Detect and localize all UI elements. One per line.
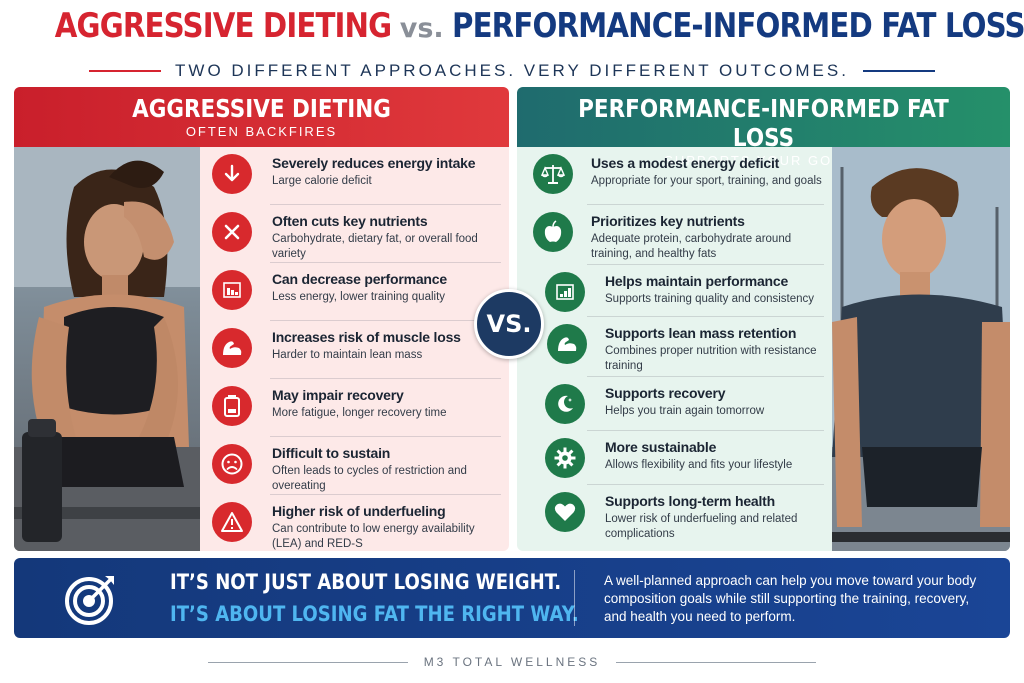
flexed-arm-icon xyxy=(547,324,587,364)
list-item: Increases risk of muscle loss Harder to … xyxy=(200,321,509,379)
list-item: Higher risk of underfueling Can contribu… xyxy=(200,495,509,551)
performance-panel-header: PERFORMANCE-INFORMED FAT LOSS SUPPORTS Y… xyxy=(517,87,1010,168)
divider xyxy=(587,316,824,317)
item-heading: Can decrease performance xyxy=(272,271,447,287)
list-item: May impair recovery More fatigue, longer… xyxy=(200,379,509,437)
item-detail: Appropriate for your sport, training, an… xyxy=(591,175,822,187)
list-item: Supports long-term health Lower risk of … xyxy=(517,485,832,551)
item-detail: More fatigue, longer recovery time xyxy=(272,407,447,419)
list-item: Prioritizes key nutrients Adequate prote… xyxy=(517,205,832,265)
list-item: Often cuts key nutrients Carbohydrate, d… xyxy=(200,205,509,263)
banner-headline: IT’S NOT JUST ABOUT LOSING WEIGHT. xyxy=(170,570,562,594)
performance-panel-subtitle: SUPPORTS YOUR GOALS xyxy=(664,153,863,168)
title-aggressive: AGGRESSIVE DIETING xyxy=(54,6,392,46)
item-heading: Supports lean mass retention xyxy=(605,325,797,341)
sad-face-icon xyxy=(212,444,252,484)
footer: M3 TOTAL WELLNESS xyxy=(0,652,1024,672)
footer-rule-right xyxy=(616,661,817,663)
warning-icon xyxy=(212,502,252,542)
performance-panel-title: PERFORMANCE-INFORMED FAT LOSS xyxy=(578,94,949,152)
divider xyxy=(270,262,501,263)
low-battery-icon xyxy=(212,386,252,426)
page-title: AGGRESSIVE DIETING vs. PERFORMANCE-INFOR… xyxy=(0,6,1024,56)
list-item: Supports lean mass retention Combines pr… xyxy=(517,317,832,377)
item-heading: Supports long-term health xyxy=(605,493,776,509)
heart-icon xyxy=(545,492,585,532)
item-detail: Allows flexibility and fits your lifesty… xyxy=(605,459,793,471)
item-detail: Adequate protein, carbohydrate around tr… xyxy=(591,233,792,260)
gear-icon xyxy=(545,438,585,478)
item-detail: Less energy, lower training quality xyxy=(272,291,446,303)
apple-icon xyxy=(533,212,573,252)
item-detail: Helps you train again tomorrow xyxy=(605,405,765,417)
list-item: Supports recovery Helps you train again … xyxy=(517,377,832,431)
item-detail: Can contribute to low energy availabilit… xyxy=(272,523,475,550)
item-heading: Helps maintain performance xyxy=(605,273,789,289)
footer-brand: M3 TOTAL WELLNESS xyxy=(423,655,601,669)
divider xyxy=(587,376,824,377)
athlete-man-photo xyxy=(832,147,1010,551)
flexed-arm-icon xyxy=(212,328,252,368)
item-heading: May impair recovery xyxy=(272,387,404,403)
list-item: More sustainable Allows flexibility and … xyxy=(517,431,832,485)
item-heading: Higher risk of underfueling xyxy=(272,503,446,519)
list-item: Uses a modest energy deficit Appropriate… xyxy=(517,147,832,205)
item-detail: Combines proper nutrition with resistanc… xyxy=(605,345,817,372)
divider xyxy=(270,378,501,379)
moon-icon xyxy=(545,384,585,424)
divider xyxy=(587,484,824,485)
item-detail: Lower risk of underfueling and related c… xyxy=(605,513,798,540)
divider xyxy=(270,320,501,321)
divider xyxy=(587,204,824,205)
bar-chart-icon xyxy=(545,272,585,312)
vs-badge: VS. xyxy=(474,289,544,359)
subtitle-rule-right xyxy=(862,70,935,72)
item-heading: Difficult to sustain xyxy=(272,445,391,461)
list-item: Difficult to sustain Often leads to cycl… xyxy=(200,437,509,495)
divider xyxy=(587,430,824,431)
footer-rule-left xyxy=(207,661,408,663)
banner-divider xyxy=(574,570,575,626)
performance-fat-loss-panel: PERFORMANCE-INFORMED FAT LOSS SUPPORTS Y… xyxy=(517,87,1010,551)
tired-woman-photo xyxy=(14,147,200,551)
item-detail: Carbohydrate, dietary fat, or overall fo… xyxy=(272,233,478,260)
bottom-banner: IT’S NOT JUST ABOUT LOSING WEIGHT. IT’S … xyxy=(14,558,1010,638)
target-icon xyxy=(64,572,118,626)
item-heading: Increases risk of muscle loss xyxy=(272,329,461,345)
x-icon xyxy=(212,212,252,252)
subtitle-rule-left xyxy=(89,70,162,72)
item-heading: Uses a modest energy deficit xyxy=(591,155,780,171)
list-item: Severely reduces energy intake Large cal… xyxy=(200,147,509,205)
subtitle-row: TWO DIFFERENT APPROACHES. VERY DIFFERENT… xyxy=(0,58,1024,84)
title-performance: PERFORMANCE-INFORMED FAT LOSS xyxy=(452,6,1024,46)
aggressive-panel-title: AGGRESSIVE DIETING xyxy=(132,94,391,123)
divider xyxy=(270,436,501,437)
item-heading: More sustainable xyxy=(605,439,717,455)
aggressive-panel-subtitle: OFTEN BACKFIRES xyxy=(185,124,338,139)
item-heading: Supports recovery xyxy=(605,385,726,401)
bar-chart-icon xyxy=(212,270,252,310)
banner-subheadline: IT’S ABOUT LOSING FAT THE RIGHT WAY. xyxy=(170,602,579,626)
arrow-down-icon xyxy=(212,154,252,194)
list-item: Can decrease performance Less energy, lo… xyxy=(200,263,509,321)
list-item: Helps maintain performance Supports trai… xyxy=(517,265,832,317)
item-heading: Often cuts key nutrients xyxy=(272,213,428,229)
item-detail: Large calorie deficit xyxy=(272,175,372,187)
item-detail: Often leads to cycles of restriction and… xyxy=(272,465,467,492)
aggressive-dieting-panel: AGGRESSIVE DIETING OFTEN BACKFIRES xyxy=(14,87,509,551)
divider xyxy=(587,264,824,265)
item-detail: Harder to maintain lean mass xyxy=(272,349,423,361)
divider xyxy=(270,494,501,495)
divider xyxy=(270,204,501,205)
item-detail: Supports training quality and consistenc… xyxy=(605,293,815,305)
scale-icon xyxy=(533,154,573,194)
aggressive-panel-header: AGGRESSIVE DIETING OFTEN BACKFIRES xyxy=(14,87,509,147)
title-vs: vs. xyxy=(399,13,444,44)
item-heading: Prioritizes key nutrients xyxy=(591,213,745,229)
banner-description: A well-planned approach can help you mov… xyxy=(604,573,977,624)
page-subtitle: TWO DIFFERENT APPROACHES. VERY DIFFERENT… xyxy=(175,61,849,80)
item-heading: Severely reduces energy intake xyxy=(272,155,476,171)
